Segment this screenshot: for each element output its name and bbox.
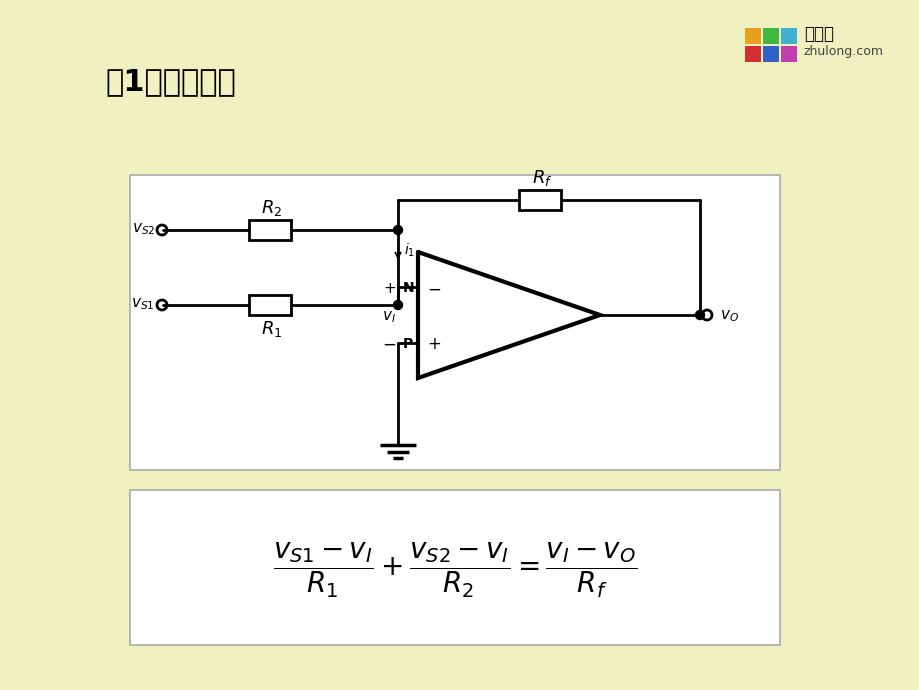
Bar: [762, 46, 778, 62]
Circle shape: [393, 226, 403, 235]
Text: $v_O$: $v_O$: [720, 308, 738, 324]
Bar: [762, 28, 778, 44]
Text: $-$: $-$: [381, 335, 395, 353]
Circle shape: [695, 310, 704, 319]
Text: N: N: [403, 282, 414, 295]
Bar: [130, 490, 779, 645]
Bar: [249, 220, 290, 240]
Text: $v_I$: $v_I$: [381, 309, 395, 325]
Text: $R_1$: $R_1$: [261, 319, 282, 339]
Text: $i_1$: $i_1$: [403, 242, 414, 259]
Bar: [130, 175, 779, 470]
Text: $v_{S1}$: $v_{S1}$: [131, 296, 154, 312]
Bar: [518, 190, 561, 210]
Text: （1）加法电路: （1）加法电路: [105, 68, 235, 97]
Circle shape: [393, 301, 403, 310]
Text: zhulong.com: zhulong.com: [803, 46, 883, 59]
Text: $v_{S2}$: $v_{S2}$: [131, 221, 154, 237]
Text: P: P: [403, 337, 413, 351]
Text: $+$: $+$: [382, 281, 395, 296]
Bar: [744, 46, 760, 62]
Text: $R_2$: $R_2$: [261, 198, 282, 218]
Text: 築龍網: 築龍網: [803, 25, 834, 43]
Text: $+$: $+$: [426, 335, 440, 353]
Text: $-$: $-$: [426, 279, 440, 297]
Text: $\dfrac{v_{S1}-v_{I}}{R_{1}}+\dfrac{v_{S2}-v_{I}}{R_{2}}=\dfrac{v_{I}-v_{O}}{R_{: $\dfrac{v_{S1}-v_{I}}{R_{1}}+\dfrac{v_{S…: [272, 541, 637, 600]
Bar: [744, 28, 760, 44]
Bar: [780, 46, 796, 62]
Text: $R_f$: $R_f$: [531, 168, 551, 188]
Bar: [249, 295, 290, 315]
Bar: [780, 28, 796, 44]
